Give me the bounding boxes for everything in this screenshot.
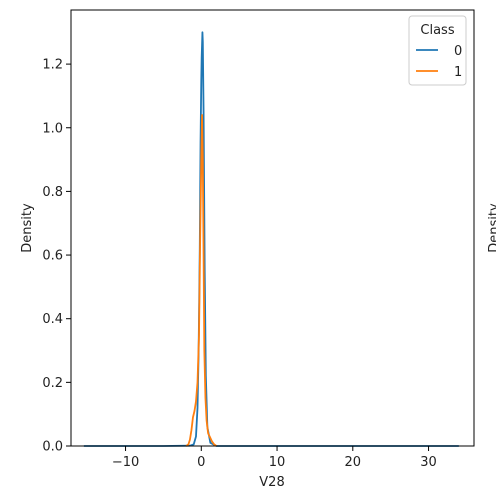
y-tick-label: 0.8 [42, 185, 63, 200]
y-tick-label: 0.6 [42, 249, 63, 264]
y-tick-label: 1.2 [42, 58, 63, 73]
y-tick-label: 0.2 [42, 376, 63, 391]
marks [83, 31, 459, 447]
legend-title: Class [420, 23, 454, 38]
axes-frame [70, 9, 475, 447]
x-tick-label: 10 [269, 455, 286, 470]
x-tick-label: 20 [345, 455, 362, 470]
legend-label-1: 1 [454, 65, 462, 80]
axes: −10 0 10 20 300.00.20.40.60.81.01.2 [42, 9, 475, 470]
adjacent-y-axis-label: Density [487, 203, 496, 253]
series-line-1 [185, 114, 217, 447]
legend-label-0: 0 [454, 44, 462, 59]
x-axis-label: V28 [259, 475, 284, 490]
x-tick-label: −10 [112, 455, 139, 470]
y-axis-label: Density [20, 203, 35, 253]
x-tick-label: 30 [420, 455, 437, 470]
series-line-0 [83, 31, 459, 447]
plot-area [71, 10, 474, 446]
y-tick-label: 0.0 [42, 440, 63, 455]
y-tick-label: 0.4 [42, 312, 63, 327]
x-tick-label: 0 [197, 455, 205, 470]
y-tick-label: 1.0 [42, 121, 63, 136]
